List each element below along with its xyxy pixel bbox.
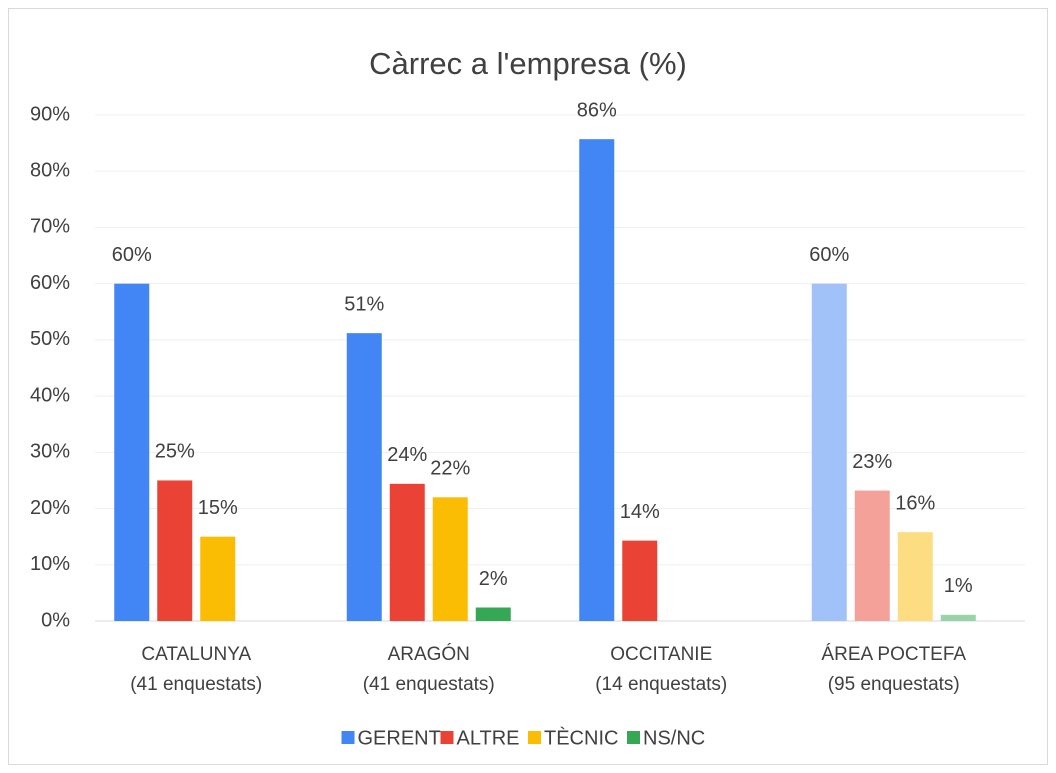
y-tick-label: 20%	[30, 497, 70, 519]
bar	[811, 283, 847, 621]
data-label: 86%	[577, 99, 617, 121]
legend-swatch	[341, 731, 355, 744]
legend-label: GERENT	[358, 727, 441, 749]
bar	[579, 139, 615, 622]
y-tick-label: 40%	[30, 384, 70, 406]
legend-label: ALTRE	[457, 727, 520, 749]
bar	[200, 536, 236, 621]
data-label: 60%	[112, 244, 152, 266]
data-label: 25%	[155, 441, 195, 463]
data-label: 23%	[852, 451, 892, 473]
y-tick-label: 30%	[30, 441, 70, 463]
data-label: 16%	[895, 492, 935, 514]
legend-swatch	[528, 731, 541, 744]
chart-border	[8, 8, 1048, 765]
legend-label: NS/NC	[643, 727, 705, 749]
x-tick-label: (95 enquestats)	[828, 674, 960, 695]
data-label: 24%	[387, 444, 427, 466]
bar	[940, 614, 976, 621]
data-label: 22%	[430, 458, 470, 480]
x-tick-label: CATALUNYA	[141, 644, 251, 665]
data-label: 15%	[198, 497, 238, 519]
chart-title: Càrrec a l'empresa (%)	[369, 46, 687, 81]
x-tick-label: ÁREA POCTEFA	[821, 644, 966, 665]
data-label: 14%	[620, 501, 660, 523]
y-tick-label: 70%	[30, 216, 70, 238]
data-label: 60%	[809, 244, 849, 266]
bar	[897, 532, 933, 621]
data-label: 51%	[344, 293, 384, 315]
bar	[114, 283, 150, 621]
bar	[389, 483, 425, 621]
y-tick-label: 90%	[30, 103, 70, 125]
bar	[475, 607, 511, 621]
bar	[346, 333, 382, 621]
y-tick-label: 0%	[41, 609, 70, 631]
y-tick-label: 60%	[30, 272, 70, 294]
x-tick-label: (41 enquestats)	[363, 674, 495, 695]
x-tick-label: OCCITANIE	[610, 644, 712, 665]
legend-swatch	[440, 731, 454, 744]
y-tick-label: 50%	[30, 328, 70, 350]
x-tick-label: (41 enquestats)	[130, 674, 262, 695]
data-label: 2%	[479, 568, 508, 590]
legend-swatch	[627, 731, 640, 744]
data-label: 1%	[944, 575, 973, 597]
legend-label: TÈCNIC	[544, 726, 618, 749]
bar	[622, 540, 658, 621]
bar	[157, 480, 193, 621]
x-tick-label: (14 enquestats)	[595, 674, 727, 695]
y-tick-label: 80%	[30, 160, 70, 182]
bar	[854, 490, 890, 621]
bar	[432, 497, 468, 621]
x-tick-label: ARAGÓN	[388, 643, 470, 665]
y-tick-label: 10%	[30, 553, 70, 575]
